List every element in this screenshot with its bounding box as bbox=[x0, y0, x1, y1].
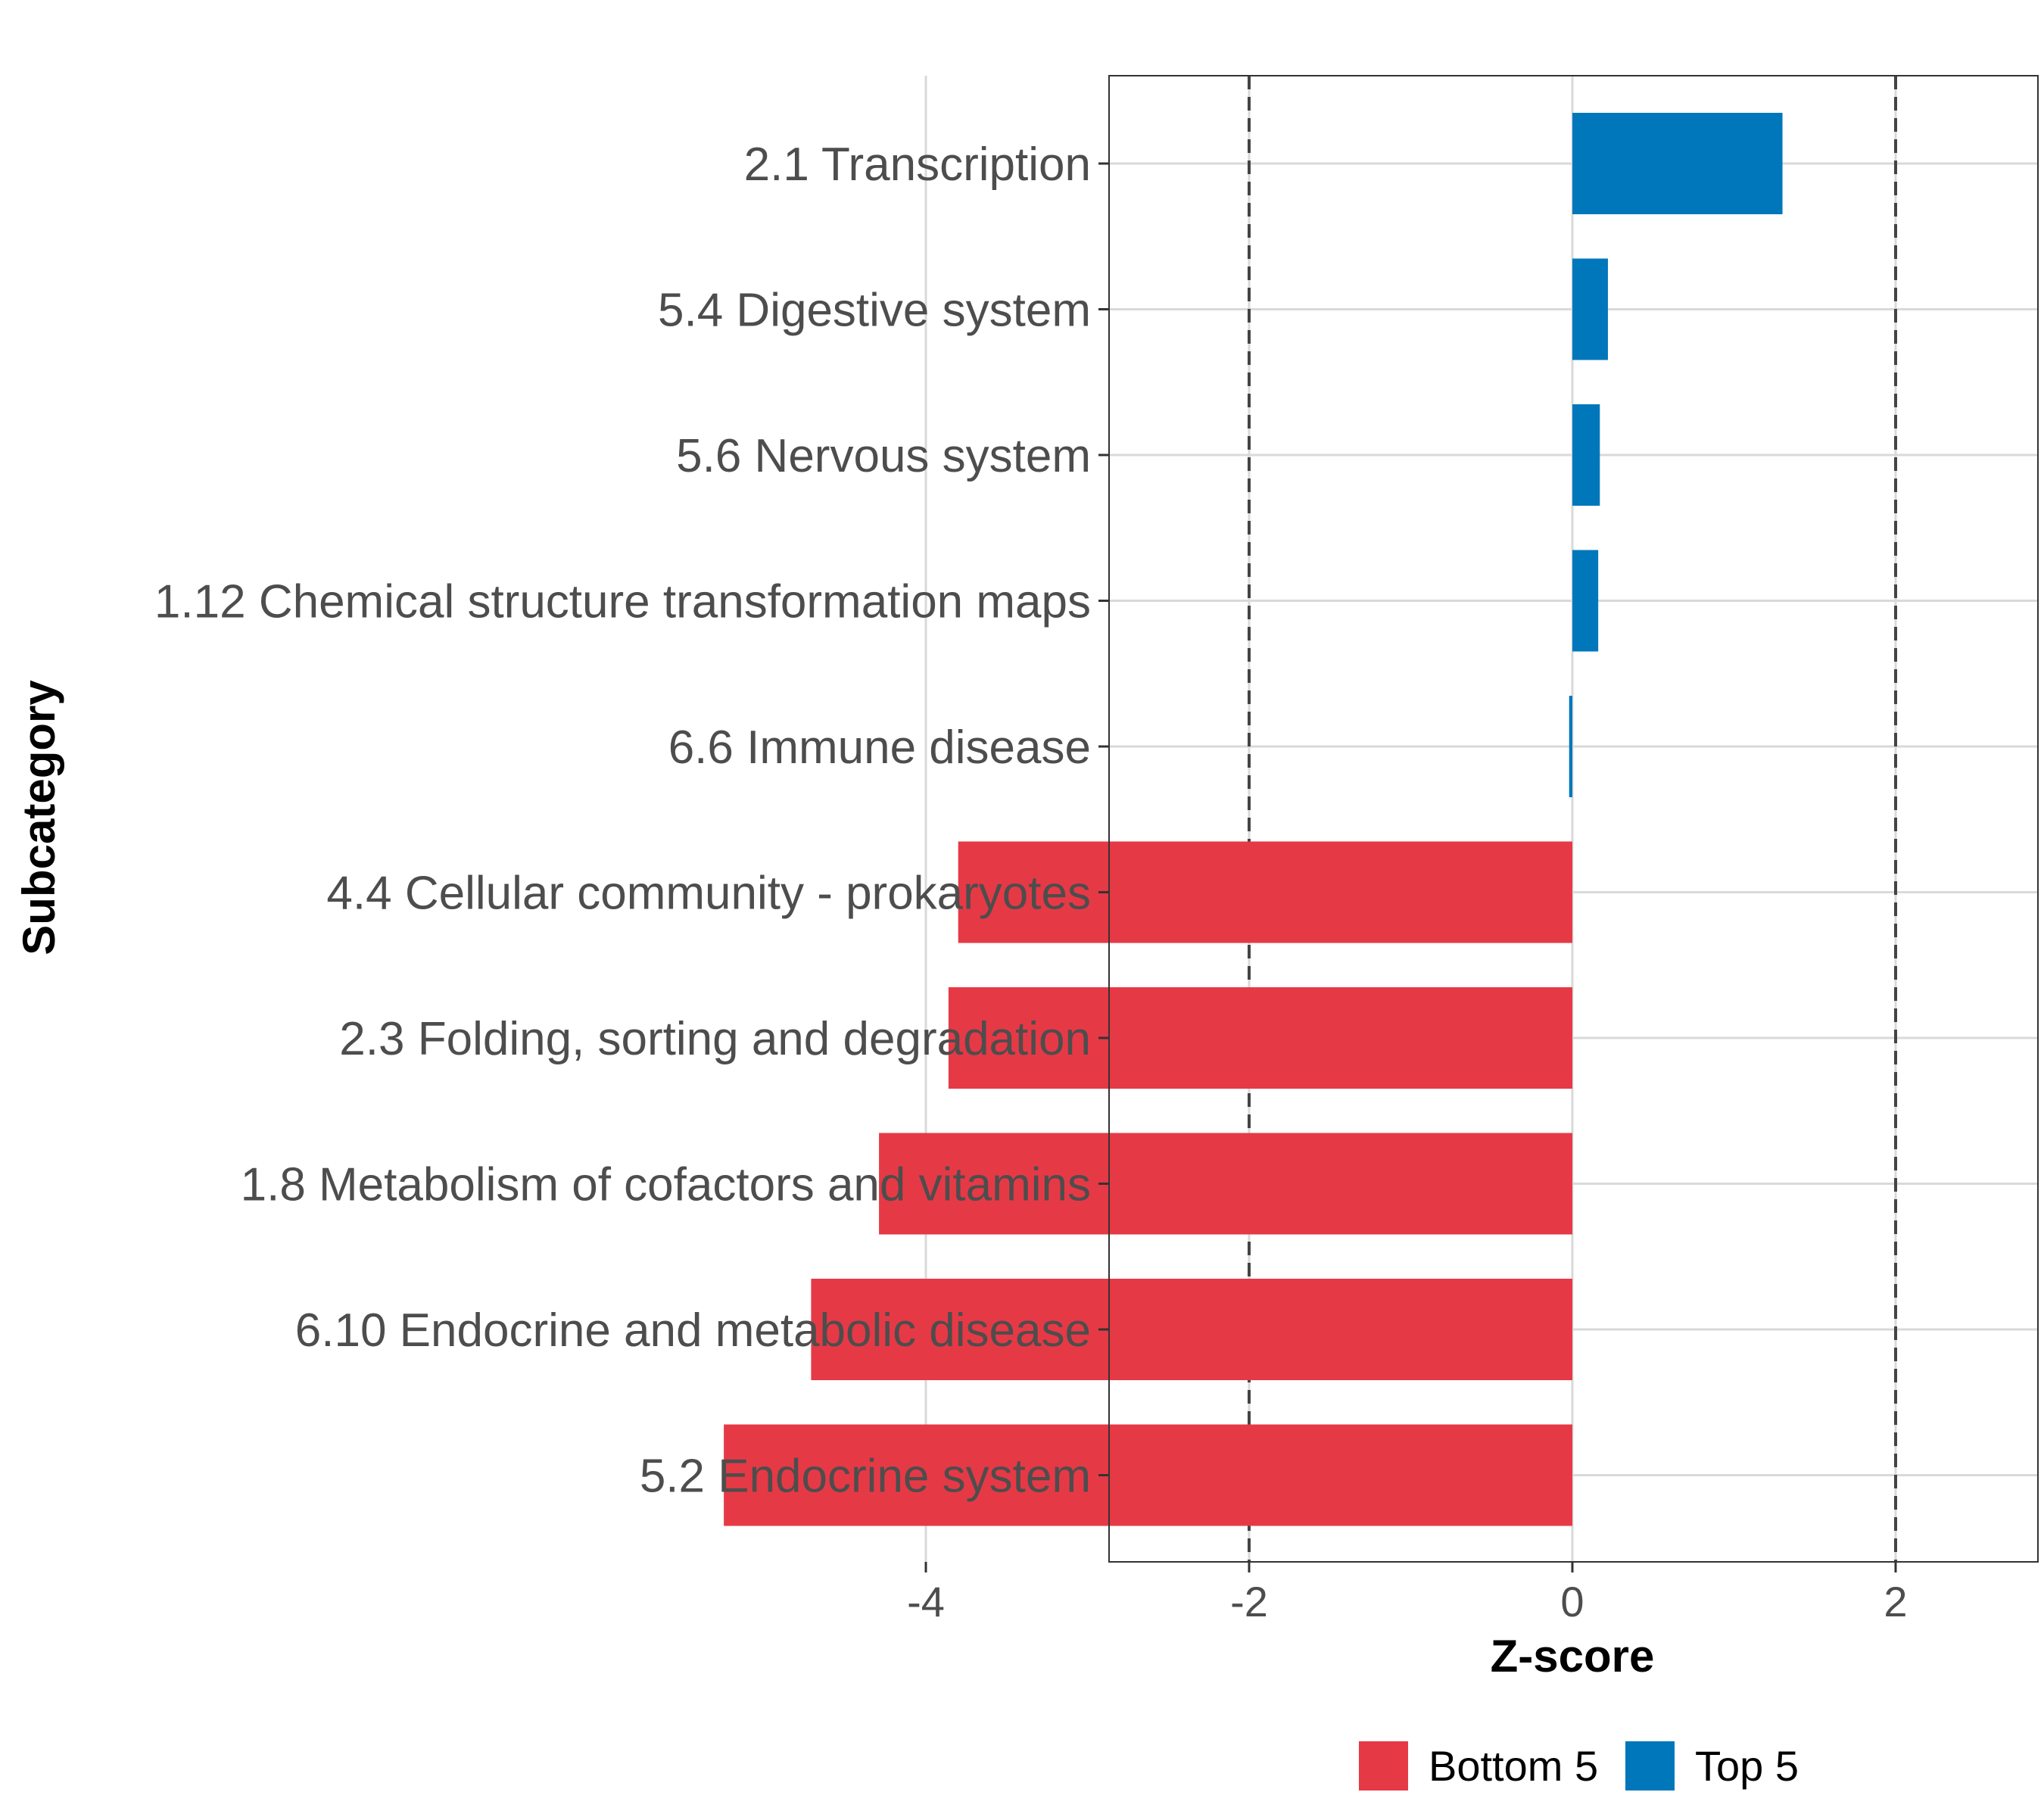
y-axis-title: Subcategory bbox=[14, 680, 64, 955]
bars bbox=[724, 113, 1783, 1526]
y-tick-label: 4.4 Cellular community - prokaryotes bbox=[326, 868, 1091, 920]
y-tick-label: 1.12 Chemical structure transformation m… bbox=[154, 576, 1091, 628]
bar bbox=[1572, 404, 1600, 506]
y-tick-label: 1.8 Metabolism of cofactors and vitamins bbox=[241, 1159, 1091, 1211]
bar bbox=[948, 987, 1572, 1089]
x-tick-label: -4 bbox=[907, 1578, 945, 1625]
bar bbox=[1569, 696, 1572, 797]
legend: Bottom 5 Top 5 bbox=[1359, 1741, 1799, 1791]
legend-swatch bbox=[1359, 1741, 1408, 1791]
y-tick-label: 2.3 Folding, sorting and degradation bbox=[339, 1013, 1091, 1065]
y-tick-label: 2.1 Transcription bbox=[744, 139, 1091, 191]
y-tick-label: 5.4 Digestive system bbox=[658, 285, 1091, 337]
bar bbox=[958, 841, 1572, 943]
bar bbox=[1572, 550, 1599, 652]
y-tick-label: 5.6 Nervous system bbox=[676, 430, 1091, 482]
bar bbox=[1572, 258, 1608, 360]
y-axis-ticks: 2.1 Transcription 5.4 Digestive system 5.6… bbox=[154, 139, 1109, 1503]
y-tick-label: 5.2 Endocrine system bbox=[640, 1451, 1091, 1503]
x-tick-label: 2 bbox=[1884, 1578, 1907, 1625]
x-tick-label: -2 bbox=[1230, 1578, 1268, 1625]
y-tick-label: 6.10 Endocrine and metabolic disease bbox=[295, 1304, 1091, 1357]
legend-swatch bbox=[1625, 1741, 1675, 1791]
x-axis-ticks: -4-2024 bbox=[907, 1562, 1908, 1625]
bar bbox=[724, 1424, 1572, 1526]
bar bbox=[879, 1133, 1572, 1235]
x-tick-label: 0 bbox=[1560, 1578, 1584, 1625]
bar bbox=[1572, 113, 1783, 214]
y-tick-label: 6.6 Immune disease bbox=[668, 722, 1091, 774]
bar bbox=[811, 1279, 1572, 1380]
legend-label: Bottom 5 bbox=[1429, 1742, 1598, 1790]
x-axis-title: Z-score bbox=[1491, 1631, 1655, 1681]
legend-label: Top 5 bbox=[1695, 1742, 1799, 1790]
